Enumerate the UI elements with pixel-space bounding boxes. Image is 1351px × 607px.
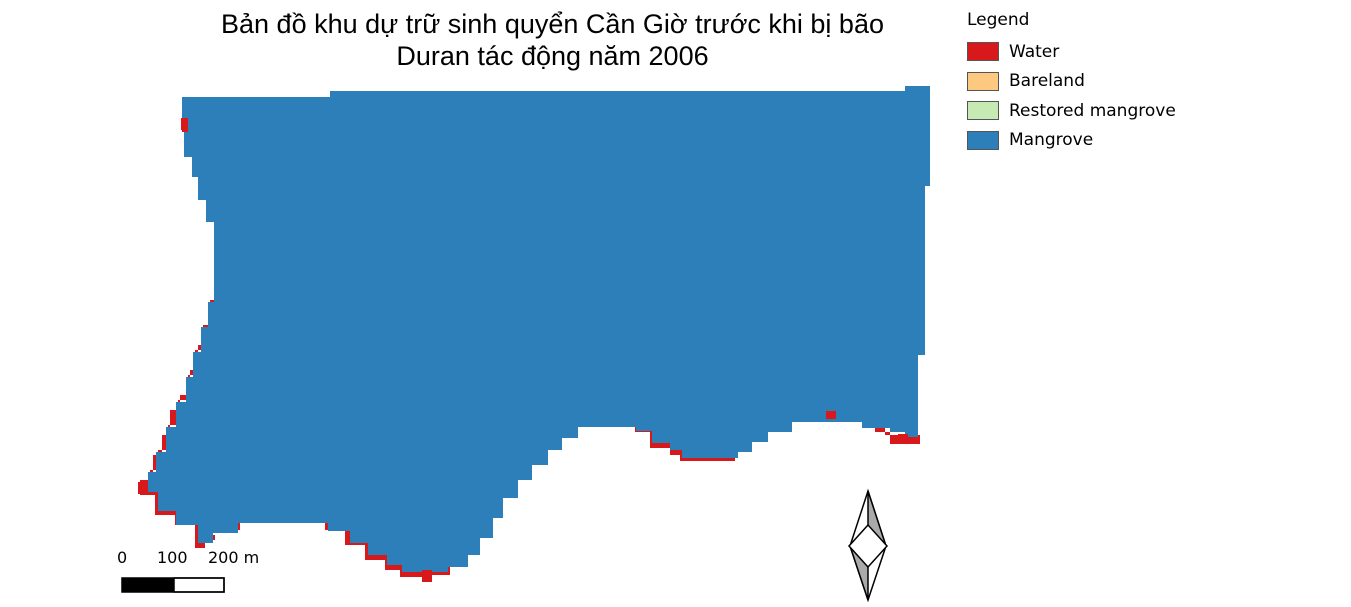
- legend-swatch-restored-mangrove: [967, 101, 999, 121]
- water-pixel-details: [138, 118, 908, 582]
- map-title-line1: Bản đồ khu dự trữ sinh quyển Cần Giờ trư…: [221, 9, 884, 39]
- legend-item-water: Water: [967, 37, 1176, 67]
- map-title-line2: Duran tác động năm 2006: [396, 41, 709, 71]
- legend-label-water: Water: [1009, 41, 1060, 62]
- legend-item-bareland: Bareland: [967, 67, 1176, 97]
- north-arrow-icon: [847, 488, 889, 603]
- legend-swatch-mangrove: [967, 130, 999, 150]
- legend-swatch-water: [967, 42, 999, 62]
- legend-label-restored-mangrove: Restored mangrove: [1009, 100, 1176, 121]
- scale-label-200: 200 m: [208, 548, 260, 567]
- legend-swatch-bareland: [967, 71, 999, 91]
- scale-label-100: 100: [157, 548, 188, 567]
- legend-item-restored-mangrove: Restored mangrove: [967, 96, 1176, 126]
- legend-label-bareland: Bareland: [1009, 71, 1085, 92]
- mangrove-area: [148, 86, 930, 572]
- scale-label-0: 0: [117, 548, 128, 567]
- legend-title: Legend: [967, 10, 1030, 30]
- map-title: Bản đồ khu dự trữ sinh quyển Cần Giờ trư…: [150, 8, 955, 72]
- legend: Legend Water Bareland Restored mangrove …: [967, 10, 1176, 155]
- legend-item-mangrove: Mangrove: [967, 126, 1176, 156]
- legend-label-mangrove: Mangrove: [1009, 130, 1094, 151]
- scale-bar: [121, 577, 225, 593]
